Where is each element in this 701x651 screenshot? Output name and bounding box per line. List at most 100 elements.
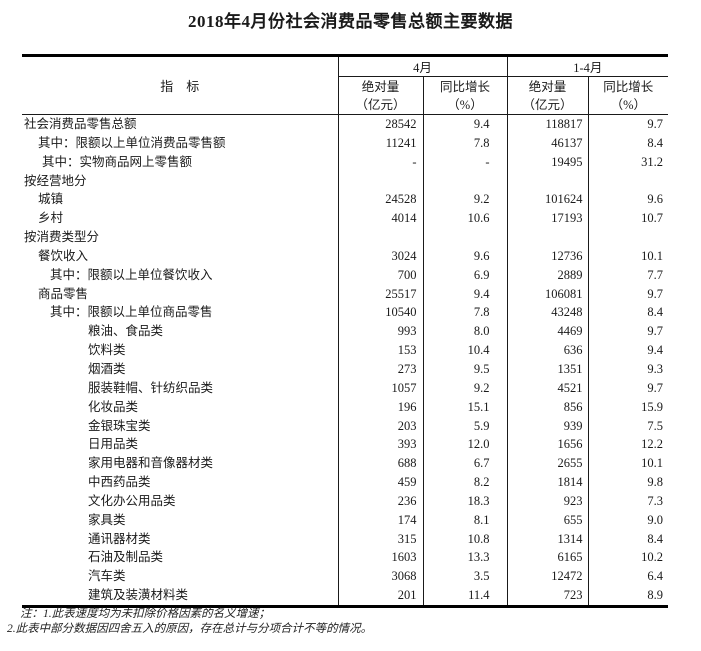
value-cell: 9.7 <box>647 380 664 395</box>
value-cell <box>507 171 589 191</box>
indicator-cell: 其中：限额以上单位商品零售 <box>22 303 339 323</box>
value-cell: 2889 <box>507 265 589 285</box>
indicator-cell: 文化办公用品类 <box>22 491 339 511</box>
value-cell <box>423 171 508 191</box>
table-row: 家具类 174 8.1 655 9.0 <box>22 510 668 530</box>
table-row: 餐饮收入 3024 9.6 12736 10.1 <box>22 246 668 266</box>
absolute-unit: （亿元） <box>355 97 406 112</box>
value-cell: 655 <box>507 510 589 530</box>
indicator-cell: 乡村 <box>22 209 339 229</box>
value-cell: 10.8 <box>423 529 508 549</box>
value-cell <box>588 172 668 191</box>
value-cell: 25517 <box>338 284 424 304</box>
indicator-cell: 家具类 <box>22 510 339 530</box>
indicator-cell: 其中：限额以上单位消费品零售额 <box>22 133 339 153</box>
indicator-cell: 建筑及装潢材料类 <box>22 586 339 607</box>
value-cell: 9.4 <box>423 114 508 134</box>
yoy-unit: （%） <box>447 97 483 112</box>
indicator-cell: 餐饮收入 <box>22 246 339 266</box>
value-cell: 1814 <box>507 473 589 492</box>
value-cell: 7.3 <box>647 493 664 508</box>
value-cell: 273 <box>338 359 424 379</box>
indicator-cell: 其中：限额以上单位餐饮收入 <box>22 265 339 285</box>
value-cell: 10.6 <box>423 209 508 229</box>
table-row: 粮油、食品类 993 8.0 4469 9.7 <box>22 322 668 342</box>
table-row: 通讯器材类 315 10.8 1314 8.4 <box>22 529 668 549</box>
footnote-line-2: 2.此表中部分数据因四舍五入的原因，存在总计与分项合计不等的情况。 <box>7 623 373 635</box>
table-row: 按经营地分 <box>22 171 668 191</box>
value-cell: 393 <box>338 435 424 455</box>
absolute-label: 绝对量 <box>361 80 400 94</box>
value-cell: 18.3 <box>423 491 508 511</box>
value-cell: 6.9 <box>423 265 508 285</box>
value-cell <box>588 228 668 247</box>
value-cell: 1314 <box>507 529 589 549</box>
table-row: 服装鞋帽、针纺织品类 1057 9.2 4521 9.7 <box>22 378 668 398</box>
value-cell: 153 <box>338 341 424 360</box>
table-row: 其中：实物商品网上零售额 - -19495 31.2 <box>22 152 668 172</box>
table-row: 烟酒类 273 9.5 1351 9.3 <box>22 359 668 379</box>
value-cell: 15.1 <box>423 397 508 417</box>
header-group-row: 指 标 4月 1-4月 <box>22 55 669 115</box>
value-cell: 2655 <box>507 454 589 474</box>
value-cell: 3068 <box>338 567 424 587</box>
indicator-cell: 金银珠宝类 <box>22 416 339 436</box>
indicator-cell: 汽车类 <box>22 567 339 587</box>
value-cell: 3.5 <box>423 567 508 587</box>
value-cell: 700 <box>338 265 424 285</box>
header-sub-row: 绝对量 （亿元） 同比增长 （%） 绝对量 （亿元） 同比增长 （%） <box>22 76 669 115</box>
value-cell: 31.2 <box>641 154 664 169</box>
table-row: 建筑及装潢材料类 201 11.4 723 8.9 <box>22 586 668 607</box>
value-cell: 9.8 <box>647 475 664 490</box>
value-cell: 9.4 <box>647 343 664 358</box>
value-cell: 196 <box>338 397 424 417</box>
table-row: 其中：限额以上单位商品零售 10540 7.8 43248 8.4 <box>22 303 668 323</box>
value-cell: 12.0 <box>423 435 508 455</box>
absolute-label: 绝对量 <box>528 80 567 94</box>
value-cell: 4521 <box>507 378 589 398</box>
value-cell: 4469 <box>507 322 589 342</box>
value-cell: 10.2 <box>641 550 664 565</box>
value-cell: 993 <box>338 322 424 342</box>
value-cell: 856 <box>507 397 589 417</box>
indicator-cell: 按经营地分 <box>22 171 339 191</box>
value-cell: 8.4 <box>647 531 664 546</box>
footnote-line-1: 注：1.此表速度均为未扣除价格因素的名义增速； <box>20 608 271 620</box>
value-cell: 10540 <box>338 303 424 323</box>
indicator-cell: 其中：实物商品网上零售额 <box>22 152 339 172</box>
yoy-label: 同比增长 <box>603 80 654 94</box>
value-cell: 636 <box>507 341 589 360</box>
value-cell: 8.4 <box>647 305 664 320</box>
indicator-cell: 日用品类 <box>22 435 339 455</box>
value-cell: 8.1 <box>423 510 508 530</box>
column-group-april: 4月 <box>338 55 508 77</box>
value-cell: 5.9 <box>423 416 508 436</box>
value-cell: 12.2 <box>641 437 664 452</box>
table-row: 中西药品类 459 8.2 1814 9.8 <box>22 473 668 492</box>
value-cell: 46137 <box>507 133 589 153</box>
value-cell: 9.0 <box>647 512 664 527</box>
value-cell: 9.7 <box>647 117 664 131</box>
value-cell: 7.8 <box>423 133 508 153</box>
value-cell: 9.7 <box>647 286 664 301</box>
indicator-cell: 家用电器和音像器材类 <box>22 454 339 474</box>
value-cell: 174 <box>338 510 424 530</box>
indicator-cell: 粮油、食品类 <box>22 322 339 342</box>
table-row: 社会消费品零售总额 28542 9.4 118817 9.7 <box>22 114 668 134</box>
table-row: 按消费类型分 <box>22 228 668 247</box>
value-cell: 17193 <box>507 209 589 229</box>
value-cell: 1656 <box>507 435 589 455</box>
value-cell: 15.9 <box>641 399 664 414</box>
yoy-label: 同比增长 <box>440 80 491 94</box>
value-cell: 1603 <box>338 548 424 568</box>
table-row: 石油及制品类 1603 13.3 6165 10.2 <box>22 548 668 568</box>
column-group-jan-apr: 1-4月 <box>507 55 669 77</box>
column-header-april-absolute: 绝对量 （亿元） <box>338 76 424 115</box>
column-header-cum-absolute: 绝对量 （亿元） <box>507 76 589 115</box>
value-cell <box>338 228 424 247</box>
value-cell: 203 <box>338 416 424 436</box>
table-row: 金银珠宝类 203 5.9 939 7.5 <box>22 416 668 436</box>
table-row: 汽车类 3068 3.5 12472 6.4 <box>22 567 668 587</box>
value-cell: 43248 <box>507 303 589 323</box>
table-body: 社会消费品零售总额 28542 9.4 118817 9.7 其中：限额以上单位消费品零售… <box>22 114 668 607</box>
